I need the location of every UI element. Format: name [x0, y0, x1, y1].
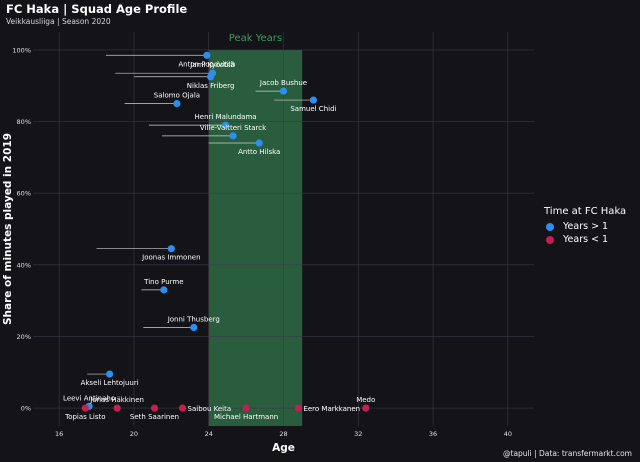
data-label: Joonas Immonen: [141, 254, 200, 262]
data-point: [206, 73, 215, 81]
data-point: [203, 51, 211, 59]
data-point: [279, 87, 288, 95]
data-label: Salomo Ojala: [154, 92, 200, 100]
x-tick-label: 28: [279, 430, 287, 438]
data-label: Akseli Lehtojuuri: [81, 379, 139, 387]
y-tick-label: 80%: [17, 118, 31, 126]
peak-years-band: [208, 49, 303, 427]
data-label: Jami Kyöstilä: [189, 61, 234, 69]
data-label: Topias Listo: [64, 413, 105, 421]
data-point: [160, 286, 168, 294]
x-tick-label: 16: [55, 430, 63, 438]
data-point: [106, 370, 114, 378]
legend-label: Years < 1: [563, 234, 609, 245]
legend-item-years-lt-1: Years < 1: [544, 233, 640, 246]
data-point: [229, 132, 237, 140]
data-label: Medo: [356, 396, 375, 404]
x-tick-label: 24: [205, 430, 213, 438]
data-point: [190, 323, 198, 332]
data-label: Tino Purme: [143, 278, 183, 286]
data-point: [167, 245, 175, 253]
data-label: Saibou Keita: [188, 405, 232, 413]
data-label: Samuel Chidi: [290, 105, 336, 113]
data-point: [81, 404, 89, 412]
legend: Time at FC Haka Years > 1 Years < 1: [544, 206, 640, 246]
legend-item-years-gt-1: Years > 1: [544, 220, 640, 233]
data-label: Seth Saarinen: [130, 413, 179, 421]
data-label: Antto Hilska: [238, 148, 280, 156]
data-point: [221, 121, 230, 129]
chart-subtitle: Veikkausliiga | Season 2020: [6, 17, 111, 26]
data-point: [242, 404, 250, 412]
data-label: Eero Markkanen: [303, 405, 360, 413]
data-point: [113, 404, 121, 412]
data-label: Henri Malundama: [195, 113, 257, 121]
data-label: Jacob Bushue: [259, 79, 307, 87]
legend-dot-years-gt-1: [546, 222, 554, 231]
data-label: Niklas Friberg: [187, 82, 235, 90]
data-point: [178, 404, 187, 412]
data-point: [362, 404, 370, 412]
data-point: [173, 100, 181, 108]
data-point: [309, 96, 318, 104]
y-tick-label: 100%: [12, 46, 31, 54]
legend-label: Years > 1: [563, 221, 609, 232]
x-tick-label: 32: [354, 430, 362, 438]
y-tick-label: 40%: [17, 261, 31, 269]
legend-title: Time at FC Haka: [544, 206, 627, 217]
data-label: Michael Hartmann: [214, 413, 278, 421]
data-label: Jonas Häkkinen: [89, 396, 144, 404]
legend-dot-years-lt-1: [546, 235, 554, 244]
y-tick-label: 0%: [21, 405, 31, 413]
y-tick-label: 60%: [17, 190, 31, 198]
x-tick-label: 40: [504, 430, 512, 438]
data-label: Anton Popovitch: [178, 60, 235, 68]
chart-title: FC Haka | Squad Age Profile: [6, 2, 188, 16]
data-label: Ville-Valtteri Starck: [200, 124, 267, 132]
data-point: [294, 404, 303, 412]
peak-years-label: Peak Years: [229, 33, 282, 44]
data-point: [255, 139, 263, 147]
y-axis-label: Share of minutes played in 2019: [2, 133, 14, 325]
x-tick-label: 36: [429, 430, 437, 438]
data-credit: @tapuli | Data: transfermarkt.com: [503, 449, 632, 458]
data-point: [150, 404, 159, 412]
x-tick-label: 20: [130, 430, 138, 438]
data-label: Jonni Thusberg: [167, 316, 220, 324]
data-label: Leevi Antinaho: [63, 394, 115, 402]
y-tick-label: 20%: [17, 333, 31, 341]
x-axis-label: Age: [272, 442, 295, 454]
